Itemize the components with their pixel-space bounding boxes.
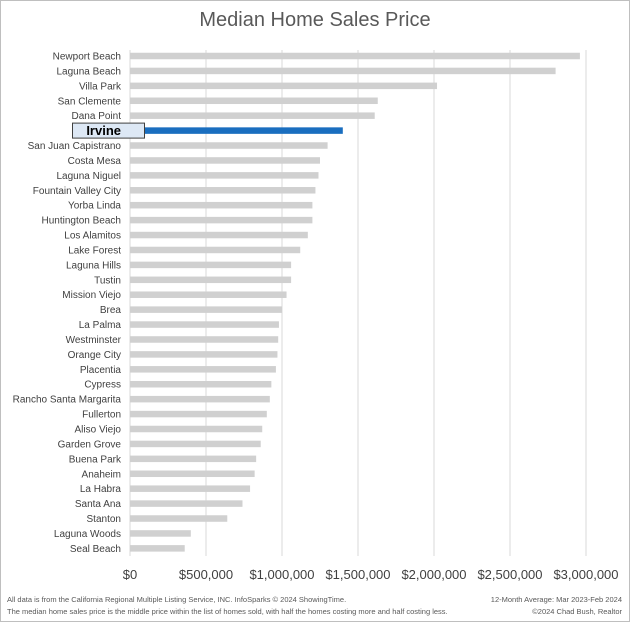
category-label: Santa Ana <box>75 499 122 510</box>
bar <box>130 366 276 373</box>
category-label: Placentia <box>80 365 122 376</box>
category-label: Yorba Linda <box>68 201 121 212</box>
bar <box>130 485 251 492</box>
x-tick-label: $2,000,000 <box>401 567 466 582</box>
category-label: Anaheim <box>82 469 121 480</box>
bar <box>130 395 270 403</box>
category-label: Tustin <box>94 275 121 286</box>
footer-copyright: ©2024 Chad Bush, Realtor <box>532 607 622 616</box>
category-label: Buena Park <box>69 454 122 465</box>
bar <box>130 336 279 343</box>
bar <box>130 157 320 164</box>
x-tick-label: $1,500,000 <box>325 567 390 582</box>
bar <box>130 276 292 284</box>
bar <box>130 410 267 418</box>
category-label: Garden Grove <box>58 439 122 450</box>
highlight-label-box <box>72 122 145 139</box>
bar <box>130 261 292 269</box>
category-label: Huntington Beach <box>41 216 121 227</box>
x-tick-label: $0 <box>123 567 137 582</box>
footer-definition-note: The median home sales price is the middl… <box>7 607 448 616</box>
footer-left: All data is from the California Regional… <box>7 594 448 618</box>
bar <box>130 52 580 60</box>
bar <box>130 112 375 119</box>
bar <box>130 187 316 194</box>
bar <box>130 201 313 209</box>
category-label: Villa Park <box>79 81 122 92</box>
x-tick-label: $3,000,000 <box>553 567 618 582</box>
category-label: Stanton <box>87 514 121 525</box>
category-label: Cypress <box>84 380 121 391</box>
category-label: Lake Forest <box>68 245 121 256</box>
footer-right: 12-Month Average: Mar 2023-Feb 2024 ©202… <box>491 594 622 618</box>
bar <box>130 246 301 254</box>
bar-chart: $0 $500,000 $1,000,000 $1,500,000 $2,000,000… <box>13 50 619 582</box>
category-label: La Habra <box>80 484 122 495</box>
category-label: Mission Viejo <box>62 290 121 301</box>
category-label: Orange City <box>68 350 121 361</box>
category-label: Laguna Beach <box>56 66 121 77</box>
bar <box>130 380 272 388</box>
category-label: Westminster <box>66 335 122 346</box>
category-label: La Palma <box>79 320 122 331</box>
bar <box>130 500 243 507</box>
bar <box>130 440 261 448</box>
category-label-highlight: Irvine <box>86 123 121 138</box>
bar <box>130 97 378 105</box>
bar <box>130 142 328 149</box>
category-label: Fullerton <box>82 410 121 421</box>
category-label: Brea <box>100 305 122 316</box>
footer-source-note: All data is from the California Regional… <box>7 595 347 604</box>
category-label: San Juan Capistrano <box>28 141 122 152</box>
category-label: Laguna Hills <box>66 260 121 271</box>
bar <box>130 455 257 463</box>
bar <box>130 306 282 313</box>
bar <box>130 291 287 298</box>
category-label: Costa Mesa <box>68 156 122 167</box>
bar <box>130 470 255 478</box>
footer-period: 12-Month Average: Mar 2023-Feb 2024 <box>490 595 622 604</box>
bar-highlight <box>130 127 343 134</box>
bar <box>130 67 556 75</box>
category-label: Los Alamitos <box>64 231 121 242</box>
bar <box>130 216 313 224</box>
bar <box>130 231 308 239</box>
category-label: Rancho Santa Margarita <box>13 395 122 406</box>
bar <box>130 530 191 537</box>
bar <box>130 515 228 522</box>
category-label: Seal Beach <box>70 544 121 555</box>
category-label: Laguna Woods <box>54 529 121 540</box>
x-tick-label: $2,500,000 <box>477 567 542 582</box>
bar <box>130 425 263 433</box>
category-label: Dana Point <box>72 111 122 122</box>
bar <box>130 545 185 552</box>
bar <box>130 82 438 90</box>
bar <box>130 172 319 179</box>
chart-title: Median Home Sales Price <box>199 9 431 31</box>
category-label: Aliso Viejo <box>74 425 121 436</box>
bar <box>130 321 279 328</box>
category-label: San Clemente <box>58 96 122 107</box>
category-label: Laguna Niguel <box>57 171 122 182</box>
category-label: Fountain Valley City <box>33 186 121 197</box>
x-tick-label: $500,000 <box>179 567 233 582</box>
x-tick-label: $1,000,000 <box>249 567 314 582</box>
category-label: Newport Beach <box>53 52 121 63</box>
bar <box>130 351 278 358</box>
